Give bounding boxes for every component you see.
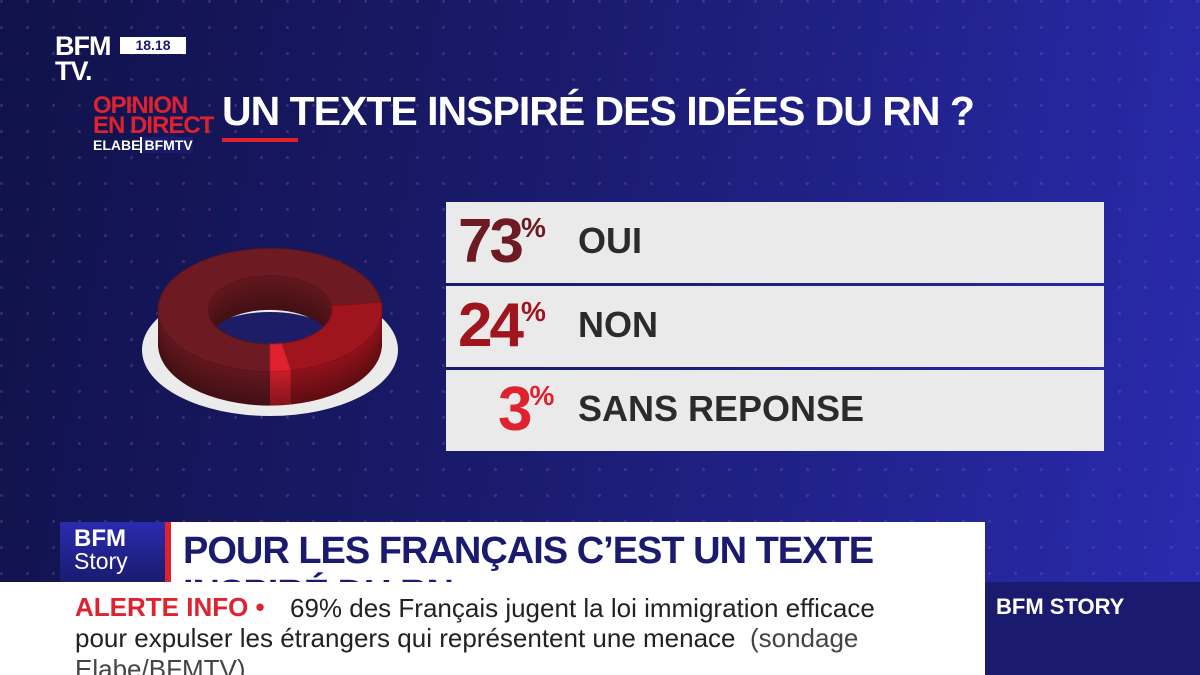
result-label-oui: OUI	[578, 220, 643, 261]
bfmtv-label: BFMTV	[140, 137, 193, 153]
title-underline	[222, 138, 298, 142]
result-pct-sans-reponse: 3%	[498, 374, 554, 445]
ticker-line1: 69% des Français jugent la loi immigrati…	[290, 593, 875, 623]
opinion-line2: EN DIRECT	[93, 112, 214, 139]
opinion-line3: ELABE BFMTV	[93, 137, 213, 153]
result-value-oui: 73	[458, 207, 524, 276]
result-sign-non: %	[520, 296, 546, 327]
ticker-line2-text: pour expulser les étrangers qui représen…	[75, 623, 736, 653]
logo-line1: BFM	[55, 31, 111, 61]
story-logo-bfm: BFM	[74, 525, 126, 552]
donut-slice-oui	[157, 247, 382, 373]
story-separator	[165, 522, 171, 582]
bfm-story-brand: BFM STORY	[985, 582, 1200, 675]
donut-chart	[142, 247, 398, 416]
result-row-oui: 73% OUI	[446, 202, 1104, 283]
result-pct-non: 24%	[458, 290, 546, 361]
story-banner: BFM Story POUR LES FRANÇAIS C’EST UN TEX…	[60, 522, 985, 615]
opinion-line1: OPINION	[93, 92, 188, 119]
bfm-story-logo: BFM Story	[60, 522, 165, 582]
bfmtv-logo: BFM TV.	[55, 31, 111, 86]
donut-slice-sans-reponse	[269, 342, 292, 373]
result-row-sans-reponse: 3% SANS REPONSE	[446, 370, 1104, 451]
news-ticker: ALERTE INFO • 69% des Français jugent la…	[0, 582, 985, 675]
story-logo-story: Story	[74, 548, 128, 574]
clock: 18.18	[120, 37, 186, 54]
donut-slice-non	[280, 301, 383, 372]
alert-label: ALERTE INFO •	[75, 592, 265, 622]
result-value-non: 24	[458, 291, 524, 360]
result-value-sans-reponse: 3	[498, 375, 533, 444]
opinion-en-direct-logo: OPINION EN DIRECT ELABE BFMTV	[93, 92, 214, 153]
ticker-source: (sondage Elabe/BFMTV)	[75, 623, 859, 675]
page-title: UN TEXTE INSPIRÉ DES IDÉES DU RN ?	[222, 88, 975, 134]
result-label-non: NON	[578, 304, 658, 345]
result-sign-oui: %	[520, 212, 546, 243]
result-label-sans-reponse: SANS REPONSE	[578, 388, 865, 429]
result-sign-sans-reponse: %	[529, 380, 555, 411]
ticker-line2: pour expulser les étrangers qui représen…	[75, 623, 985, 675]
result-pct-oui: 73%	[458, 206, 546, 277]
logo-line2: TV.	[55, 56, 93, 86]
result-row-non: 24% NON	[446, 286, 1104, 367]
elabe-label: ELABE	[93, 137, 141, 153]
